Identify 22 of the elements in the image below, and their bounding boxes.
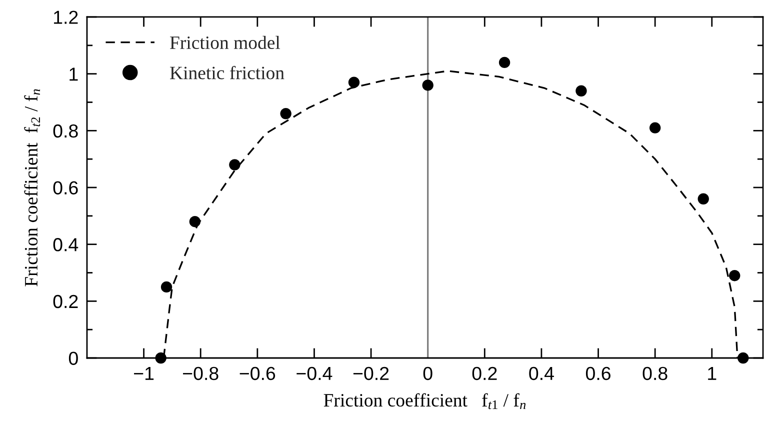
y-tick-label: 0.8 [53,124,78,138]
y-tick-label: 0.2 [53,294,78,308]
x-tick-label: −1 [134,367,154,380]
x-tick-label: −0.8 [183,366,218,380]
y-axis-title: Friction coefficient f$_{t2}$ / f$_{n}$ [24,89,40,286]
x-tick-label: −0.4 [296,366,332,380]
x-tick-label: 0.6 [586,366,610,380]
y-tick-label: 0.6 [53,181,78,194]
y-tick-label: 1 [70,68,78,81]
legend-label: Friction model [170,36,280,50]
x-tick-label: 0.2 [472,366,497,380]
x-tick-label: 0.8 [642,366,668,380]
x-tick-label: −0.2 [353,366,389,380]
x-tick-label: 0.4 [529,366,554,380]
x-tick-label: 0 [423,366,432,380]
x-axis-title: Friction coefficient f$_{t1}$ / f$_{n}$ [324,393,526,410]
y-tick-label: 0.4 [53,238,78,252]
y-tick-label: 1.2 [54,10,78,24]
y-tick-label: 0 [68,352,78,365]
x-tick-label: 1 [708,367,716,380]
x-tick-label: −0.6 [240,366,276,380]
legend-label: Kinetic friction [170,66,284,80]
